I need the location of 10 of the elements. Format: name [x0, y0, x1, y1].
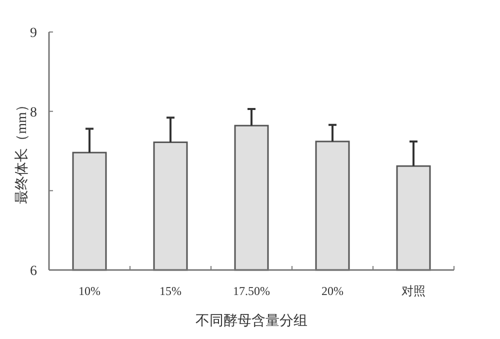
y-axis-title: 最终体长（mm）: [14, 98, 30, 204]
y-tick-label: 6: [30, 264, 37, 279]
y-tick-label: 8: [30, 105, 37, 120]
x-tick-label: 10%: [78, 284, 100, 298]
x-tick-label: 15%: [160, 284, 182, 298]
x-tick-label: 对照: [402, 284, 426, 298]
y-tick-label: 9: [30, 26, 37, 41]
x-tick-label: 17.50%: [233, 284, 270, 298]
x-tick-label: 20%: [322, 284, 344, 298]
x-axis-title: 不同酵母含量分组: [196, 313, 308, 329]
